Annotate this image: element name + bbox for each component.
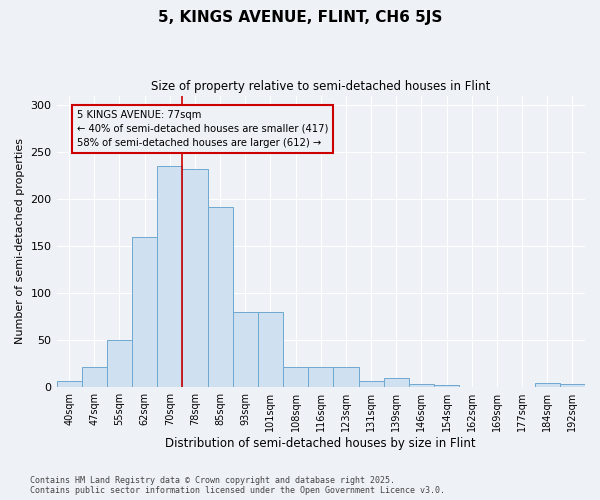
Text: Contains HM Land Registry data © Crown copyright and database right 2025.
Contai: Contains HM Land Registry data © Crown c… (30, 476, 445, 495)
Y-axis label: Number of semi-detached properties: Number of semi-detached properties (15, 138, 25, 344)
Bar (107, 340, 132, 387)
Title: Size of property relative to semi-detached houses in Flint: Size of property relative to semi-detach… (151, 80, 490, 93)
Bar (359, 380, 383, 387)
Bar (409, 384, 434, 387)
Bar (182, 169, 208, 387)
Text: 5, KINGS AVENUE, FLINT, CH6 5JS: 5, KINGS AVENUE, FLINT, CH6 5JS (158, 10, 442, 25)
Bar (82, 366, 107, 387)
Bar (334, 366, 359, 387)
Bar (132, 236, 157, 387)
Bar (434, 386, 459, 387)
Bar (56, 380, 82, 387)
Bar (283, 366, 308, 387)
Bar (258, 312, 283, 387)
Bar (208, 206, 233, 387)
Bar (535, 382, 560, 387)
X-axis label: Distribution of semi-detached houses by size in Flint: Distribution of semi-detached houses by … (166, 437, 476, 450)
Text: 5 KINGS AVENUE: 77sqm
← 40% of semi-detached houses are smaller (417)
58% of sem: 5 KINGS AVENUE: 77sqm ← 40% of semi-deta… (77, 110, 328, 148)
Bar (308, 366, 334, 387)
Bar (383, 378, 409, 387)
Bar (157, 166, 182, 387)
Bar (233, 312, 258, 387)
Bar (560, 384, 585, 387)
